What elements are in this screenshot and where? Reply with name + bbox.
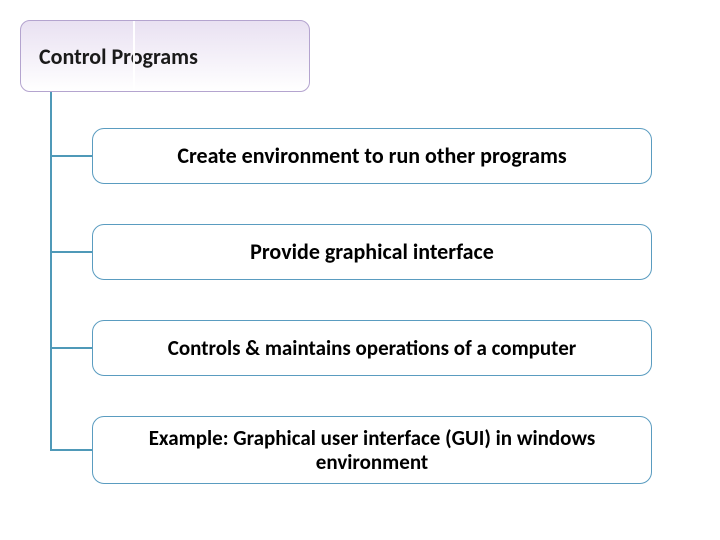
tree-branch bbox=[50, 347, 92, 349]
tree-branch bbox=[50, 449, 92, 451]
child-box-label: Controls & maintains operations of a com… bbox=[168, 336, 577, 360]
tree-branch bbox=[50, 155, 92, 157]
child-box-label: Example: Graphical user interface (GUI) … bbox=[107, 426, 637, 474]
child-box: Create environment to run other programs bbox=[92, 128, 652, 184]
header-separator bbox=[133, 21, 135, 91]
child-box: Provide graphical interface bbox=[92, 224, 652, 280]
diagram-canvas: Control Programs Create environment to ru… bbox=[0, 0, 720, 540]
tree-trunk bbox=[50, 92, 52, 450]
header-title: Control Programs bbox=[39, 43, 198, 70]
child-box-label: Provide graphical interface bbox=[250, 239, 494, 264]
child-box: Controls & maintains operations of a com… bbox=[92, 320, 652, 376]
child-box: Example: Graphical user interface (GUI) … bbox=[92, 416, 652, 484]
tree-branch bbox=[50, 251, 92, 253]
header-box: Control Programs bbox=[20, 20, 310, 92]
child-box-label: Create environment to run other programs bbox=[177, 143, 566, 168]
